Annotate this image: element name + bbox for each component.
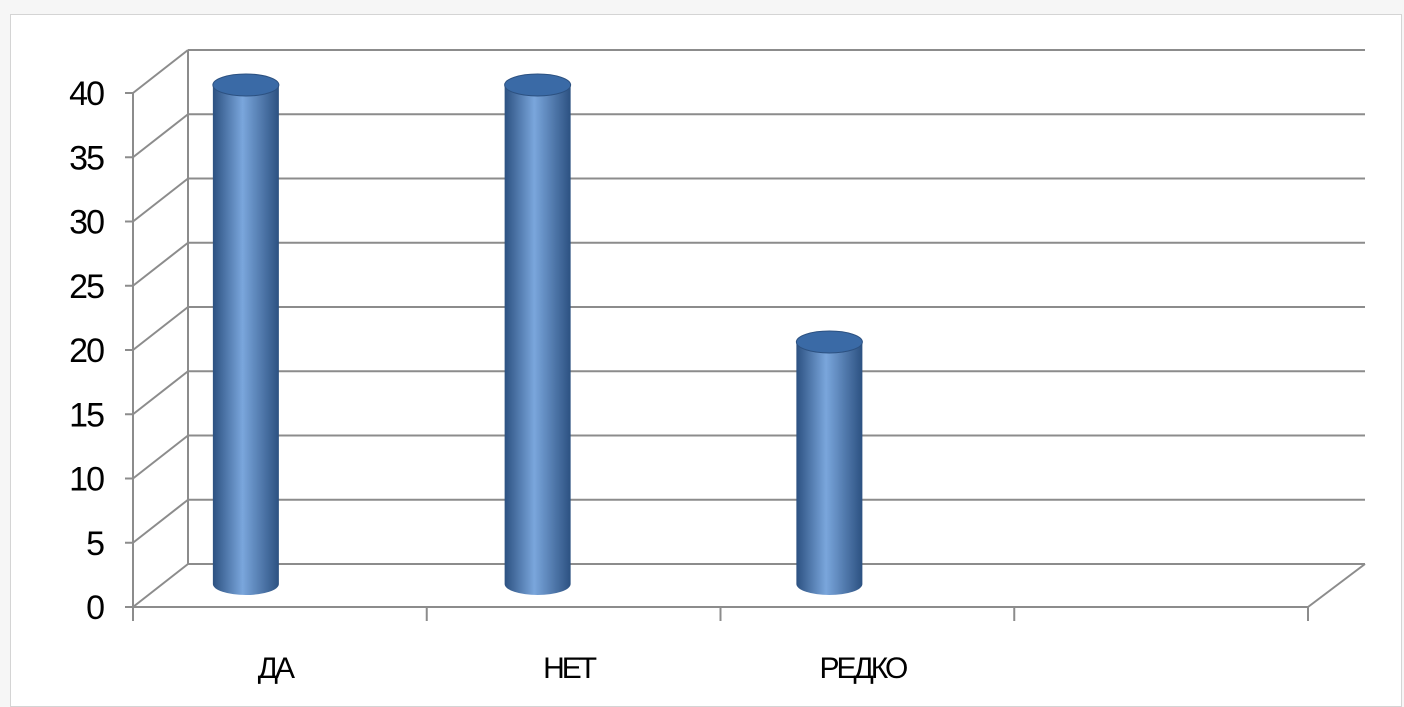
chart-axes <box>125 50 1366 621</box>
bar-1 <box>212 73 280 595</box>
category-label-2: НЕТ <box>543 652 597 685</box>
bar-body-3 <box>796 342 863 595</box>
ytick-label-5: 5 <box>86 525 104 563</box>
gridline-side-25 <box>132 241 189 287</box>
gridline-side-0 <box>132 563 189 608</box>
ytick-label-0: 0 <box>86 589 104 627</box>
bar-body-2 <box>504 85 571 595</box>
bar-top-3 <box>795 330 863 354</box>
bar-top-1 <box>212 73 280 97</box>
chart-grid <box>132 49 1365 608</box>
floor-right-edge <box>1307 563 1366 608</box>
chart-labels: 0 5 10 15 20 25 30 35 40 ДА НЕТ РЕДКО <box>69 75 910 685</box>
chart-bars <box>212 73 863 595</box>
gridline-side-5 <box>132 498 189 544</box>
gridline-side-15 <box>132 370 189 416</box>
bar-body-1 <box>212 85 279 595</box>
gridline-side-10 <box>132 434 189 480</box>
ytick-label-20: 20 <box>69 332 104 370</box>
ytick-label-10: 10 <box>69 461 104 499</box>
gridline-side-30 <box>132 177 189 223</box>
ytick-label-30: 30 <box>69 204 104 242</box>
bar-3 <box>795 330 863 595</box>
gridline-side-40 <box>132 49 189 94</box>
bar-2 <box>504 73 572 595</box>
category-label-3: РЕДКО <box>819 652 906 685</box>
ytick-label-35: 35 <box>69 139 104 177</box>
category-label-1: ДА <box>258 652 295 685</box>
gridline-side-20 <box>132 306 189 351</box>
bar-top-2 <box>504 73 572 97</box>
gridline-side-35 <box>132 113 189 159</box>
ytick-label-25: 25 <box>69 268 104 306</box>
ytick-label-15: 15 <box>69 396 104 434</box>
ytick-label-40: 40 <box>69 75 104 113</box>
